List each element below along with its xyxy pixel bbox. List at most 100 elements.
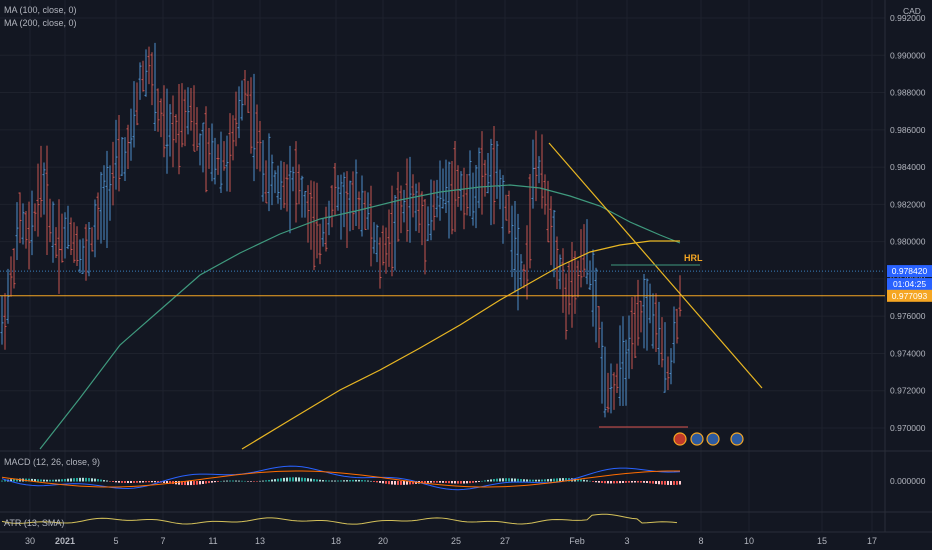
macd-histogram-bar — [649, 481, 651, 484]
macd-histogram-bar — [118, 481, 120, 483]
macd-histogram-bar — [664, 481, 666, 485]
macd-histogram-bar — [427, 481, 429, 483]
legend-ma200[interactable]: MA (200, close, 0) — [4, 18, 77, 28]
macd-histogram-bar — [271, 479, 273, 482]
macd-histogram-bar — [397, 481, 399, 485]
macd-histogram-bar — [406, 481, 408, 485]
macd-histogram-bar — [253, 481, 255, 482]
macd-histogram-bar — [286, 477, 288, 482]
macd-histogram-bar — [151, 481, 153, 483]
macd-histogram-bar — [430, 481, 432, 483]
macd-histogram-bar — [202, 481, 204, 484]
atr-panel — [1, 513, 678, 525]
macd-histogram-bar — [148, 481, 150, 483]
x-tick-label: 30 — [25, 536, 35, 546]
legend-atr[interactable]: ATR (13, SMA) — [4, 518, 65, 528]
legend-macd[interactable]: MACD (12, 26, close, 9) — [4, 457, 101, 467]
macd-histogram-bar — [478, 481, 480, 482]
macd-histogram-bar — [517, 478, 519, 482]
y-tick-label: 0.990000 — [890, 50, 926, 60]
event-badges[interactable] — [673, 432, 744, 446]
macd-histogram-bar — [334, 480, 336, 482]
macd-histogram-bar — [484, 480, 486, 482]
event-flag-icon[interactable] — [730, 432, 744, 446]
price-axis[interactable]: 0.992000 0.990000 0.988000 0.986000 0.984000… — [887, 6, 932, 433]
macd-histogram-bar — [145, 481, 147, 483]
signal-line — [1, 470, 681, 488]
level-price-label-bg — [887, 289, 932, 302]
macd-histogram-bar — [190, 481, 192, 486]
macd-histogram-bar — [349, 479, 351, 482]
ma200-line — [241, 240, 680, 450]
macd-histogram-bar — [448, 481, 450, 484]
macd-histogram-bar — [619, 481, 621, 484]
drawings[interactable] — [0, 142, 885, 428]
countdown-label: 01:04:25 — [893, 279, 926, 289]
x-tick-label: 13 — [255, 536, 265, 546]
grid-lines — [0, 0, 932, 533]
macd-histogram-bar — [4, 480, 6, 482]
macd-histogram-bar — [529, 479, 531, 482]
x-tick-label: 20 — [378, 536, 388, 546]
macd-histogram-bar — [223, 480, 225, 482]
y-tick-label: 0.982000 — [890, 199, 926, 209]
macd-histogram-bar — [346, 480, 348, 482]
macd-histogram-bar — [538, 479, 540, 482]
macd-histogram-bar — [55, 479, 57, 482]
macd-histogram-bar — [547, 479, 549, 482]
macd-histogram-bar — [505, 478, 507, 482]
macd-histogram-bar — [490, 479, 492, 482]
macd-histogram-bar — [166, 481, 168, 484]
macd-histogram-bar — [94, 478, 96, 482]
macd-histogram-bar — [511, 478, 513, 482]
macd-histogram-bar — [208, 481, 210, 484]
x-tick-label: 15 — [817, 536, 827, 546]
currency-label: CAD — [903, 6, 921, 16]
macd-histogram-bar — [355, 479, 357, 482]
macd-histogram-bar — [628, 481, 630, 483]
macd-histogram-bar — [598, 481, 600, 483]
macd-histogram-bar — [451, 481, 453, 484]
macd-histogram-bar — [115, 481, 117, 483]
macd-histogram-bar — [34, 479, 36, 482]
macd-histogram-bar — [532, 479, 534, 482]
macd-histogram-bar — [43, 479, 45, 482]
macd-histogram-bar — [520, 479, 522, 482]
macd-histogram-bar — [340, 480, 342, 482]
event-flag-icon[interactable] — [706, 432, 720, 446]
macd-histogram-bar — [283, 477, 285, 482]
macd-histogram-bar — [421, 481, 423, 484]
macd-panel: 0.000000 — [1, 465, 926, 491]
macd-histogram-bar — [337, 480, 339, 482]
legend-ma100[interactable]: MA (100, close, 0) — [4, 5, 77, 15]
macd-histogram-bar — [109, 481, 111, 482]
macd-histogram-bar — [373, 481, 375, 482]
hrl-annotation[interactable]: HRL — [684, 253, 703, 263]
macd-histogram-bar — [475, 481, 477, 483]
macd-histogram-bar — [199, 481, 201, 485]
y-tick-label: 0.992000 — [890, 13, 926, 23]
event-flag-icon[interactable] — [673, 432, 687, 446]
macd-histogram-bar — [460, 481, 462, 484]
macd-histogram-bar — [667, 481, 669, 485]
macd-histogram-bar — [49, 479, 51, 482]
macd-histogram-bar — [592, 481, 594, 482]
macd-histogram-bar — [436, 481, 438, 483]
macd-histogram-bar — [193, 481, 195, 485]
macd-histogram-bar — [370, 480, 372, 482]
time-axis[interactable]: 30 2021 5 7 11 13 18 20 25 27 Feb 3 8 10 15 17 — [25, 536, 877, 546]
macd-histogram-bar — [64, 478, 66, 482]
ma100-line — [39, 184, 681, 450]
event-flag-icon[interactable] — [690, 432, 704, 446]
macd-histogram-bar — [178, 481, 180, 485]
macd-histogram-bar — [616, 481, 618, 484]
macd-histogram-bar — [508, 478, 510, 482]
macd-histogram-bar — [541, 479, 543, 482]
macd-histogram-bar — [61, 479, 63, 482]
macd-histogram-bar — [379, 481, 381, 483]
macd-histogram-bar — [343, 480, 345, 482]
macd-histogram-bar — [73, 478, 75, 482]
macd-histogram-bar — [28, 478, 30, 482]
macd-histogram-bar — [112, 481, 114, 482]
